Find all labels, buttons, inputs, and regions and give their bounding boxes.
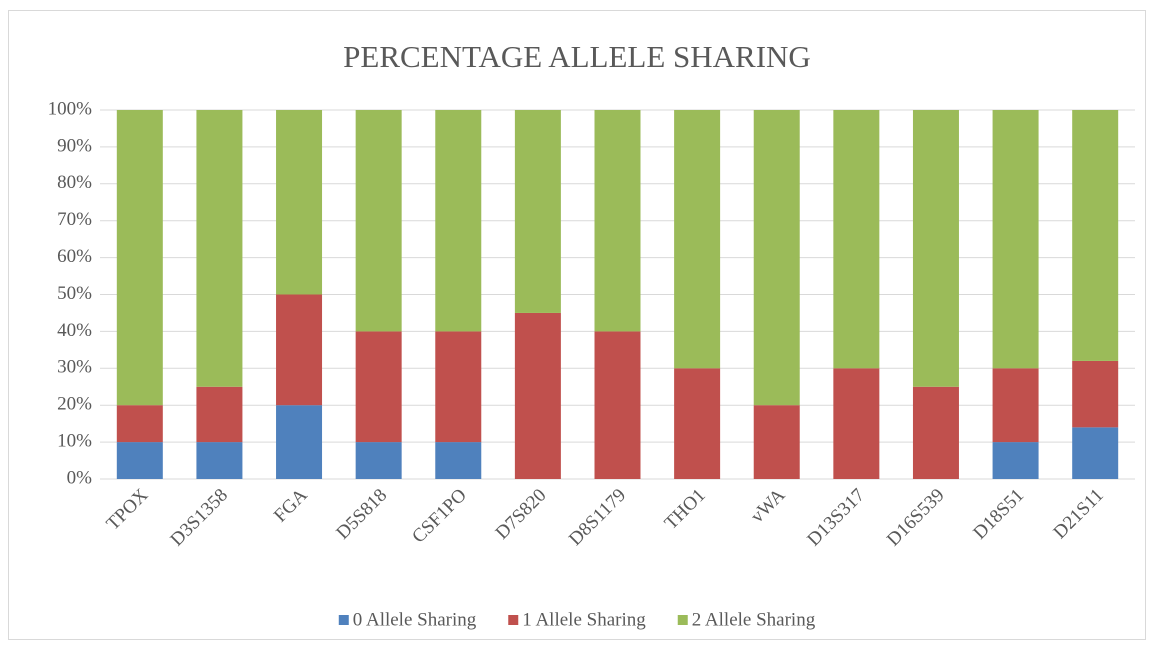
bar-segment: [992, 442, 1039, 479]
bar-segment: [116, 442, 163, 479]
bar-segment: [196, 386, 243, 443]
bar-segment: [594, 331, 641, 479]
bar-segment: [992, 110, 1039, 369]
legend-swatch: [338, 615, 349, 625]
y-tick-label: 80%: [57, 172, 92, 193]
bar-segment: [276, 405, 323, 479]
bar-segment: [196, 442, 243, 479]
bar-segment: [435, 442, 482, 479]
bar-segment: [196, 110, 243, 387]
bar-segment: [276, 110, 323, 295]
bar-segment: [514, 110, 561, 313]
bar-segment: [116, 110, 163, 406]
y-tick-label: 100%: [48, 98, 93, 119]
bar-segment: [753, 405, 800, 479]
bar-segment: [355, 331, 402, 443]
bar-segment: [912, 110, 959, 387]
bar-segment: [833, 110, 880, 369]
legend-swatch: [677, 615, 688, 625]
legend: 0 Allele Sharing 1 Allele Sharing 2 Allele…: [338, 609, 816, 630]
bar-segment: [355, 442, 402, 479]
chart-title: PERCENTAGE ALLELE SHARING: [343, 39, 811, 74]
bar-segment: [276, 294, 323, 406]
bar-segment: [514, 312, 561, 479]
legend-label: 1 Allele Sharing: [522, 609, 646, 630]
y-tick-label: 20%: [57, 394, 92, 415]
y-tick-label: 10%: [57, 430, 92, 451]
bar-segment: [116, 405, 163, 443]
y-tick-label: 60%: [57, 246, 92, 267]
legend-label: 0 Allele Sharing: [353, 609, 477, 630]
bar-segment: [992, 368, 1039, 443]
bar-segment: [355, 110, 402, 332]
bar-segment: [912, 386, 959, 479]
y-tick-label: 90%: [57, 135, 92, 156]
bar-segment: [674, 368, 721, 479]
bar-segment: [833, 368, 880, 479]
y-tick-label: 50%: [57, 283, 92, 304]
y-tick-label: 70%: [57, 209, 92, 230]
bar-segment: [753, 110, 800, 406]
bar-segment: [435, 331, 482, 443]
bar-segment: [674, 110, 721, 369]
y-tick-label: 0%: [67, 467, 93, 488]
bar-segment: [594, 110, 641, 332]
bar-segment: [1072, 360, 1119, 428]
legend-label: 2 Allele Sharing: [692, 609, 816, 630]
bar-segment: [435, 110, 482, 332]
bar-segment: [1072, 110, 1119, 361]
y-tick-label: 40%: [57, 320, 92, 341]
y-tick-label: 30%: [57, 357, 92, 378]
bar-segment: [1072, 427, 1119, 479]
legend-swatch: [508, 615, 519, 625]
